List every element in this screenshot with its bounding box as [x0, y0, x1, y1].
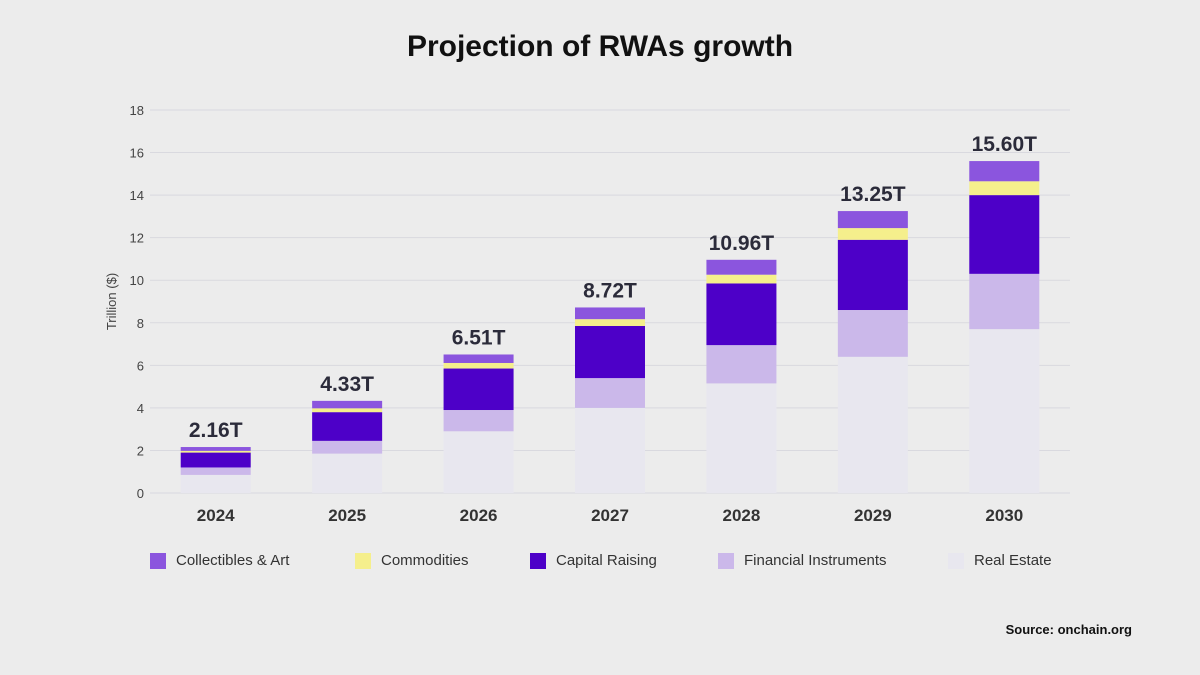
x-tick-label: 2030: [985, 506, 1023, 525]
bar-segment-collectibles-art-2028: [706, 259, 777, 275]
bar-segment-financial-instruments-2024: [180, 467, 251, 475]
bar-segment-capital-raising-2025: [312, 412, 383, 441]
source-note: Source: onchain.org: [1005, 622, 1132, 637]
bar-segment-financial-instruments-2029: [837, 310, 908, 357]
bar-segment-financial-instruments-2025: [312, 440, 383, 454]
bar-segment-financial-instruments-2027: [575, 378, 645, 408]
bar-segment-real-estate-2028: [706, 383, 777, 493]
bar-segment-commodities-2027: [575, 319, 645, 326]
x-tick-label: 2027: [591, 506, 629, 525]
bar-segment-capital-raising-2029: [837, 239, 908, 311]
bar-segment-commodities-2025: [312, 408, 383, 413]
x-tick-label: 2024: [197, 506, 235, 525]
bar-total-label: 6.51T: [452, 326, 506, 349]
bar-segment-capital-raising-2024: [180, 452, 251, 468]
bar-segment-financial-instruments-2030: [969, 273, 1040, 330]
x-tick-label: 2028: [723, 506, 761, 525]
bar-segment-financial-instruments-2026: [443, 410, 514, 432]
y-tick-label: 18: [130, 103, 144, 118]
y-axis-label: Trillion ($): [104, 273, 119, 330]
chart-legend: Collectibles & Art Commodities Capital R…: [150, 552, 1070, 576]
bar-segment-real-estate-2025: [312, 453, 383, 493]
bar-total-label: 15.60T: [972, 133, 1038, 156]
bar-total-label: 2.16T: [189, 419, 243, 442]
y-tick-label: 0: [137, 486, 144, 501]
bar-segment-collectibles-art-2027: [575, 307, 645, 320]
legend-label-capital-raising: Capital Raising: [556, 552, 657, 569]
legend-swatch-financial-instruments: [718, 552, 734, 569]
y-tick-label: 12: [130, 231, 144, 246]
legend-swatch-real-estate: [948, 552, 964, 569]
legend-label-financial-instruments: Financial Instruments: [744, 552, 887, 569]
legend-item-commodities[interactable]: Commodities: [355, 552, 469, 569]
legend-swatch-commodities: [355, 552, 371, 569]
bar-segment-collectibles-art-2025: [312, 400, 383, 409]
bar-segment-commodities-2024: [180, 450, 251, 453]
bar-segment-capital-raising-2030: [969, 195, 1040, 274]
bar-total-label: 10.96T: [709, 232, 775, 255]
legend-label-collectibles: Collectibles & Art: [176, 552, 290, 569]
y-tick-label: 10: [130, 273, 144, 288]
bar-segment-collectibles-art-2029: [837, 211, 908, 229]
bar-segment-real-estate-2024: [180, 474, 251, 493]
legend-item-collectibles[interactable]: Collectibles & Art: [150, 552, 289, 569]
y-tick-label: 16: [130, 146, 144, 161]
legend-label-real-estate: Real Estate: [974, 552, 1052, 569]
bar-segment-commodities-2026: [443, 362, 514, 369]
bar-total-label: 8.72T: [583, 279, 637, 302]
bar-segment-real-estate-2029: [837, 356, 908, 493]
chart-title: Projection of RWAs growth: [406, 30, 794, 63]
bar-segment-capital-raising-2026: [443, 368, 514, 411]
x-tick-label: 2025: [328, 506, 366, 525]
bar-segment-commodities-2029: [837, 228, 908, 240]
legend-item-real-estate[interactable]: Real Estate: [948, 552, 1052, 569]
bar-segment-collectibles-art-2030: [969, 161, 1040, 182]
x-tick-label: 2026: [460, 506, 498, 525]
bar-segment-collectibles-art-2024: [180, 447, 251, 451]
y-tick-label: 2: [137, 443, 144, 458]
bar-segment-capital-raising-2028: [706, 283, 777, 346]
legend-item-capital-raising[interactable]: Capital Raising: [530, 552, 657, 569]
y-tick-label: 8: [137, 316, 144, 331]
bar-total-label: 13.25T: [840, 183, 906, 206]
legend-item-financial-instruments[interactable]: Financial Instruments: [718, 552, 887, 569]
y-tick-label: 14: [130, 188, 144, 203]
bar-segment-real-estate-2027: [575, 407, 645, 493]
bar-segment-collectibles-art-2026: [443, 354, 514, 363]
legend-swatch-capital-raising: [530, 552, 546, 569]
bar-total-label: 4.33T: [320, 373, 374, 396]
bar-segment-commodities-2030: [969, 181, 1040, 196]
bar-segment-real-estate-2026: [443, 431, 514, 493]
bar-segment-real-estate-2030: [969, 329, 1040, 493]
legend-swatch-collectibles: [150, 552, 166, 569]
bar-segment-financial-instruments-2028: [706, 345, 777, 384]
x-tick-label: 2029: [854, 506, 892, 525]
bar-segment-capital-raising-2027: [575, 325, 645, 379]
bar-segment-commodities-2028: [706, 274, 777, 284]
y-tick-label: 6: [137, 358, 144, 373]
legend-label-commodities: Commodities: [381, 552, 469, 569]
y-tick-label: 4: [137, 401, 144, 416]
